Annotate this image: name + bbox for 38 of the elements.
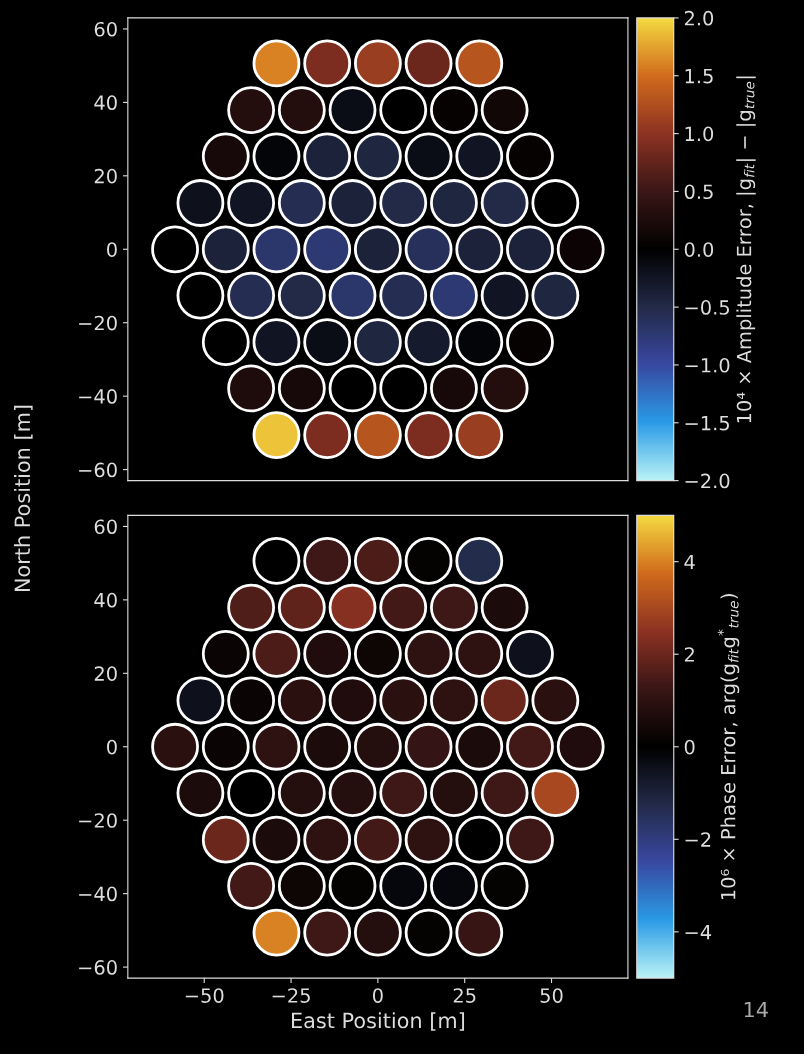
color-bar-title: 10⁶ × Phase Error, arg(g$_{fit}$g$^{*}$$_{true}$) xyxy=(717,594,740,900)
color-bar-label: −2.0 xyxy=(685,473,730,489)
x-tick-label: 50 xyxy=(540,988,563,1003)
color-bar-label: 0 xyxy=(684,739,695,755)
y-tick-label: 0 xyxy=(107,739,117,755)
x-tick-label: −25 xyxy=(272,988,310,1003)
y-tick-label: 60 xyxy=(94,519,117,535)
y-tick-label: −20 xyxy=(79,315,117,331)
color-bar-label: 4 xyxy=(684,554,695,570)
color-bar-label: 1.5 xyxy=(685,68,713,84)
x-axis-title: East Position [m] xyxy=(292,1012,465,1031)
color-bar-title: 10⁴ × Amplitude Error, |g$_{fit}$| − |g$_{true}$| xyxy=(736,76,756,423)
x-tick-label: 0 xyxy=(372,988,383,1003)
color-bar-label: 2 xyxy=(684,647,694,662)
color-bar-label: 0.0 xyxy=(684,242,714,257)
y-tick-label: −40 xyxy=(79,389,117,404)
y-tick-label: −60 xyxy=(79,960,117,975)
text: 14 xyxy=(744,1001,768,1018)
y-tick-label: −60 xyxy=(79,462,117,478)
y-tick-label: 40 xyxy=(94,592,117,608)
x-tick-label: −50 xyxy=(185,988,224,1003)
color-bar-label: −1.5 xyxy=(685,416,729,431)
y-tick-label: 20 xyxy=(94,666,117,681)
y-axis-title: North Position [m] xyxy=(14,405,33,592)
color-bar-label: −0.5 xyxy=(685,300,729,315)
y-tick-label: 0 xyxy=(107,242,117,257)
color-bar-label: 2.0 xyxy=(684,10,714,26)
y-tick-label: 20 xyxy=(94,168,117,184)
y-tick-label: 60 xyxy=(94,21,117,37)
color-bar-label: 0.5 xyxy=(684,184,713,200)
color-bar-label: −1.0 xyxy=(685,357,730,373)
y-tick-label: −40 xyxy=(79,886,117,902)
color-bar-label: 1.0 xyxy=(685,126,714,142)
y-tick-label: −20 xyxy=(79,813,117,828)
x-tick-label: 25 xyxy=(453,988,476,1003)
y-tick-label: 40 xyxy=(94,95,117,111)
color-bar-label: −4 xyxy=(685,925,712,940)
color-bar-label: −2 xyxy=(685,832,711,847)
